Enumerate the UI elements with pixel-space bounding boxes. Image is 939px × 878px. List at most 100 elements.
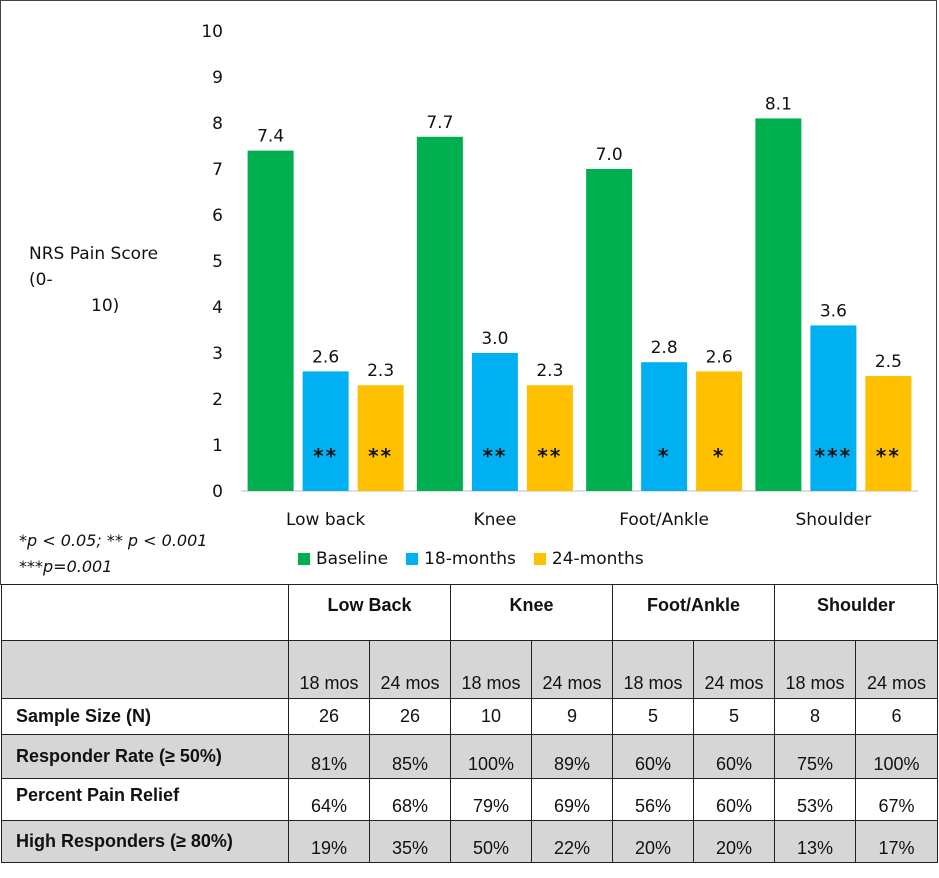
table-cell: 26 xyxy=(288,698,370,735)
table-row-percent-pain-relief: Percent Pain Relief 64% 68% 79% 69% 56% … xyxy=(1,778,939,821)
y-axis-label: NRS Pain Score (0- 10) xyxy=(29,241,179,319)
bar-value-label: 2.5 xyxy=(875,352,902,372)
legend-label-baseline: Baseline xyxy=(316,549,389,569)
bar-value-label: 2.3 xyxy=(367,361,394,381)
significance-marker: * xyxy=(658,444,670,468)
bar-value-label: 3.0 xyxy=(481,329,508,349)
table-cell: 56% xyxy=(612,778,695,821)
bar-value-label: 2.8 xyxy=(651,338,678,358)
significance-marker: ** xyxy=(876,444,901,468)
table-cell: 13% xyxy=(774,820,857,863)
table-subheader: 18 mos xyxy=(774,640,857,699)
table-subheader-blank xyxy=(1,640,289,699)
table-group-knee: Knee xyxy=(449,584,614,641)
y-tick-label: 7 xyxy=(212,160,223,180)
significance-marker: ** xyxy=(537,444,562,468)
y-tick-label: 3 xyxy=(212,344,223,364)
table-cell: 17% xyxy=(855,820,939,863)
significance-marker: ** xyxy=(368,444,393,468)
x-tick-label: Knee xyxy=(473,510,516,530)
table-subheader-row: 18 mos 24 mos 18 mos 24 mos 18 mos 24 mo… xyxy=(1,640,939,699)
y-tick-label: 0 xyxy=(212,482,223,502)
y-tick-label: 2 xyxy=(212,390,223,410)
bar-baseline xyxy=(416,136,463,492)
bar-18-months xyxy=(641,362,688,491)
legend-swatch-18-months xyxy=(406,553,419,565)
table-cell: 6 xyxy=(855,698,939,735)
y-axis-label-line-1: NRS Pain Score (0- xyxy=(29,244,159,290)
y-tick-label: 5 xyxy=(212,252,223,272)
table-cell: 75% xyxy=(774,734,857,779)
table-cell: 10 xyxy=(450,698,532,735)
legend-label-18-months: 18-months xyxy=(424,549,516,569)
table-cell: 19% xyxy=(288,820,370,863)
table-row-sample-size: Sample Size (N) 26 26 10 9 5 5 8 6 xyxy=(1,698,939,735)
legend-item-24-months: 24-months xyxy=(533,549,644,569)
table-row-responder-rate: Responder Rate (≥ 50%) 81% 85% 100% 89% … xyxy=(1,734,939,779)
table-row-label: Percent Pain Relief xyxy=(1,778,289,821)
significance-marker: ** xyxy=(482,444,507,468)
table-corner-cell xyxy=(1,584,289,641)
x-tick-label: Foot/Ankle xyxy=(619,510,709,530)
significance-marker: * xyxy=(713,444,725,468)
bar-value-label: 2.3 xyxy=(536,361,563,381)
y-tick-label: 9 xyxy=(212,68,223,88)
table-cell: 22% xyxy=(530,820,614,863)
table-row-high-responders: High Responders (≥ 80%) 19% 35% 50% 22% … xyxy=(1,820,939,863)
y-tick-label: 6 xyxy=(212,206,223,226)
table-cell: 89% xyxy=(530,734,614,779)
outcomes-table: Low Back Knee Foot/Ankle Shoulder 18 mos… xyxy=(1,584,939,863)
y-tick-label: 10 xyxy=(201,22,223,42)
table-cell: 60% xyxy=(693,734,776,779)
significance-marker: *** xyxy=(815,444,852,468)
legend-swatch-24-months xyxy=(533,553,546,565)
y-tick-label: 1 xyxy=(212,436,223,456)
bar-baseline xyxy=(586,169,633,491)
table-subheader: 24 mos xyxy=(369,640,451,699)
bar-value-label: 7.0 xyxy=(596,145,623,165)
x-tick-label: Shoulder xyxy=(796,510,872,530)
bar-value-label: 2.6 xyxy=(706,347,733,367)
bar-18-months xyxy=(810,325,857,491)
table-cell: 9 xyxy=(530,698,614,735)
table-row-label: Responder Rate (≥ 50%) xyxy=(1,734,289,779)
table-cell: 50% xyxy=(450,820,532,863)
chart-legend: Baseline 18-months 24-months xyxy=(298,549,644,569)
table-cell: 8 xyxy=(774,698,857,735)
bar-value-label: 3.6 xyxy=(820,301,847,321)
table-cell: 81% xyxy=(288,734,370,779)
table-row-label: Sample Size (N) xyxy=(1,698,289,735)
table-cell: 35% xyxy=(369,820,451,863)
table-cell: 69% xyxy=(530,778,614,821)
bar-value-label: 7.4 xyxy=(257,127,284,147)
bar-24-months xyxy=(865,376,912,491)
table-subheader: 18 mos xyxy=(612,640,695,699)
table-cell: 5 xyxy=(612,698,695,735)
table-cell: 26 xyxy=(369,698,451,735)
table-subheader: 18 mos xyxy=(288,640,370,699)
bar-24-months xyxy=(357,385,404,491)
table-subheader: 18 mos xyxy=(450,640,532,699)
table-group-shoulder: Shoulder xyxy=(774,584,939,641)
table-group-header-row: Low Back Knee Foot/Ankle Shoulder xyxy=(1,584,939,641)
y-tick-label: 8 xyxy=(212,114,223,134)
table-group-low-back: Low Back xyxy=(288,584,451,641)
legend-item-baseline: Baseline xyxy=(298,549,388,569)
table-cell: 60% xyxy=(612,734,695,779)
bar-baseline xyxy=(755,118,802,492)
table-subheader: 24 mos xyxy=(855,640,939,699)
y-axis-label-line-2: 10) xyxy=(91,296,120,316)
significance-marker: ** xyxy=(313,444,338,468)
table-cell: 53% xyxy=(774,778,857,821)
table-cell: 85% xyxy=(369,734,451,779)
table-cell: 100% xyxy=(450,734,532,779)
table-cell: 67% xyxy=(855,778,939,821)
bar-value-label: 8.1 xyxy=(765,94,792,114)
x-tick-label: Low back xyxy=(286,510,365,530)
table-group-foot-ankle: Foot/Ankle xyxy=(612,584,776,641)
table-cell: 60% xyxy=(693,778,776,821)
table-row-label: High Responders (≥ 80%) xyxy=(1,820,289,863)
legend-label-24-months: 24-months xyxy=(551,549,644,569)
table-cell: 5 xyxy=(693,698,776,735)
